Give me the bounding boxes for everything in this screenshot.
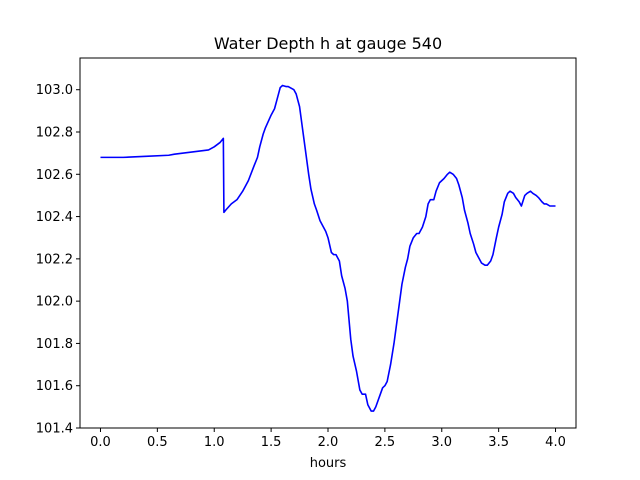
y-tick-label: 101.4 xyxy=(36,422,73,437)
x-tick-label: 0.0 xyxy=(90,435,111,450)
y-tick-label: 102.0 xyxy=(36,295,73,310)
x-tick-label: 0.5 xyxy=(147,435,168,450)
y-tick-label: 101.8 xyxy=(36,337,73,352)
x-tick-label: 4.0 xyxy=(545,435,566,450)
y-tick-label: 102.6 xyxy=(36,168,73,183)
x-tick-label: 1.5 xyxy=(261,435,282,450)
x-tick-label: 2.5 xyxy=(375,435,396,450)
y-tick-label: 102.8 xyxy=(36,126,73,141)
y-tick-label: 103.0 xyxy=(36,83,73,98)
x-tick-label: 3.5 xyxy=(488,435,509,450)
y-tick-label: 102.4 xyxy=(36,210,73,225)
plot-area: 0.0 0.5 1.0 1.5 2.0 2.5 3.0 3.5 4.0 101.4 101.6 101… xyxy=(36,57,577,450)
x-tick-label: 2.0 xyxy=(318,435,339,450)
series-line-0 xyxy=(100,84,556,412)
x-tick-label: 3.0 xyxy=(431,435,452,450)
chart-title: Water Depth h at gauge 540 xyxy=(214,34,442,53)
y-tick-label: 102.2 xyxy=(36,252,73,267)
y-tick-label: 101.6 xyxy=(36,379,73,394)
x-tick-label: 1.0 xyxy=(204,435,225,450)
x-axis-title: hours xyxy=(310,456,347,471)
